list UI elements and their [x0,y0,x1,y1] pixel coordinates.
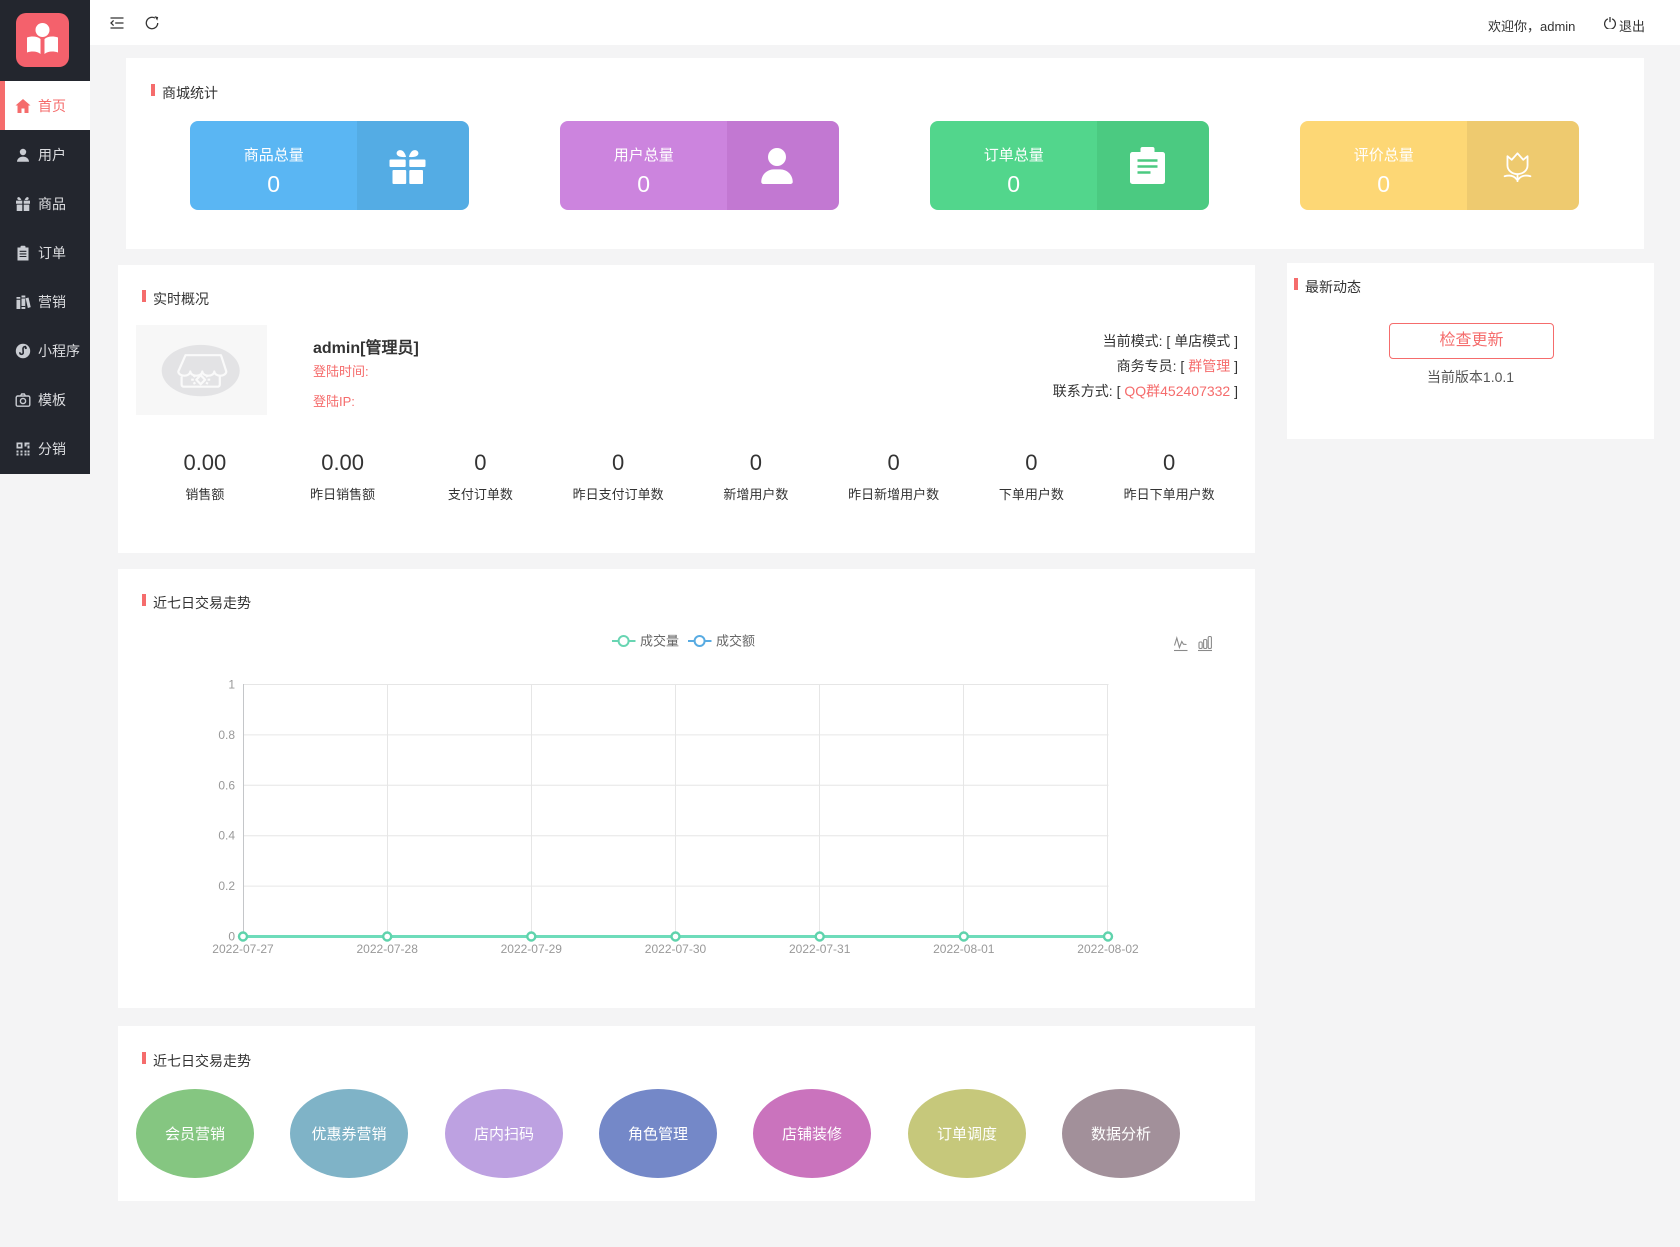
svg-text:2022-07-27: 2022-07-27 [212,942,274,956]
svg-text:0: 0 [228,930,235,944]
svg-text:2022-07-30: 2022-07-30 [645,942,707,956]
svg-text:2022-08-02: 2022-08-02 [1077,942,1139,956]
svg-text:成交量: 成交量 [640,634,679,649]
svg-text:0.4: 0.4 [218,829,235,843]
svg-text:2022-07-28: 2022-07-28 [357,942,419,956]
svg-text:1: 1 [228,678,235,692]
svg-text:0.6: 0.6 [218,778,235,792]
svg-text:2022-08-01: 2022-08-01 [933,942,995,956]
svg-text:2022-07-31: 2022-07-31 [789,942,851,956]
svg-text:0.2: 0.2 [218,879,235,893]
svg-text:成交额: 成交额 [716,634,755,649]
svg-text:0.8: 0.8 [218,728,235,742]
svg-text:2022-07-29: 2022-07-29 [501,942,563,956]
